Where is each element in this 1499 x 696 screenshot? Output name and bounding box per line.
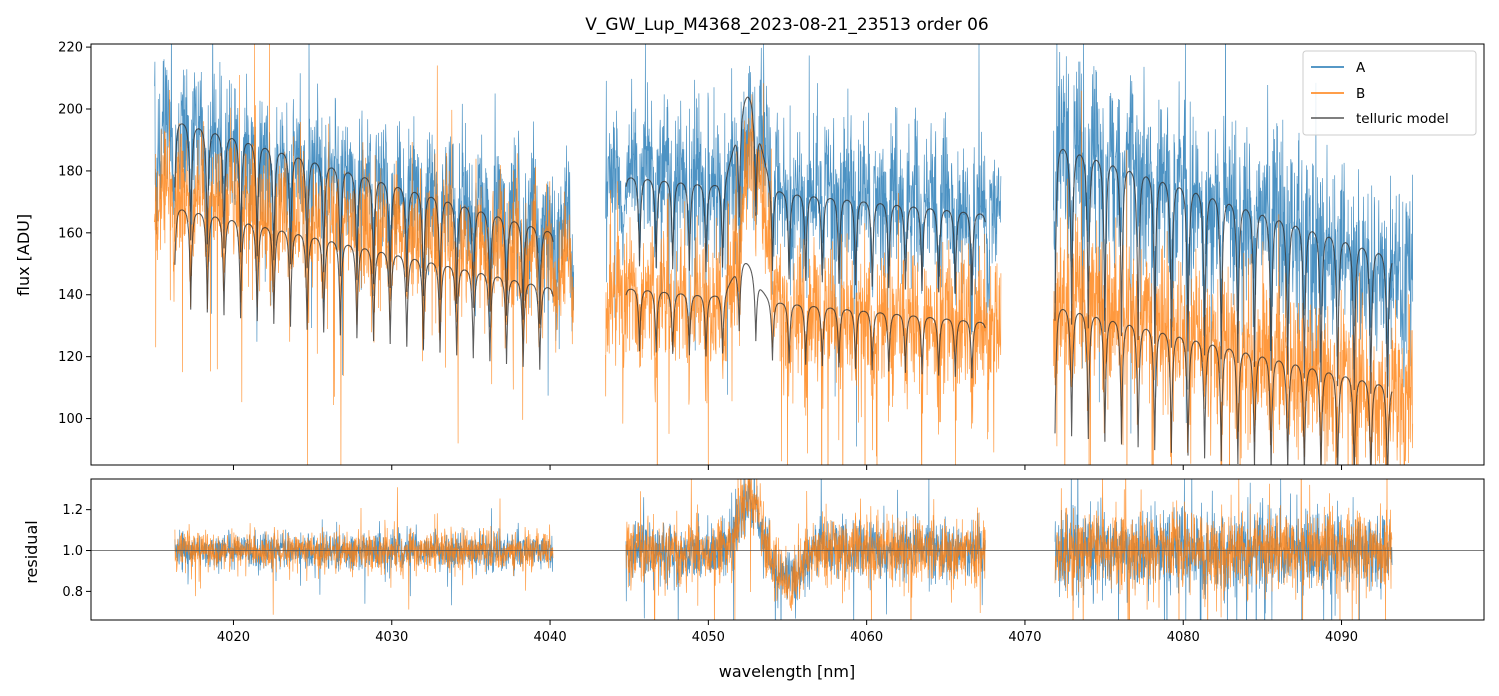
top-y-tick-label: 220: [58, 41, 83, 56]
bottom-y-axis-label: residual: [22, 520, 41, 583]
series-b-segment: [153, 44, 575, 465]
x-axis-label: wavelength [nm]: [719, 662, 856, 681]
bottom-x-tick-label: 4070: [1008, 630, 1041, 645]
top-y-tick-label: 160: [58, 226, 83, 241]
bottom-x-tick-label: 4050: [692, 630, 725, 645]
top-y-tick-label: 100: [58, 412, 83, 427]
telluric-model-segment: [625, 263, 986, 379]
series-a-segment: [605, 44, 1002, 447]
legend-box: [1302, 50, 1477, 136]
residual-a-segment: [625, 479, 986, 620]
residual-b-segment: [625, 479, 986, 620]
top-y-tick-label: 140: [58, 288, 83, 303]
chart-title: V_GW_Lup_M4368_2023-08-21_23513 order 06: [585, 15, 988, 35]
bottom-panel-frame: [90, 478, 1485, 621]
top-y-axis-label: flux [ADU]: [14, 214, 33, 296]
top-y-axis: 100 120 140 160 180 200 220: [58, 41, 91, 427]
residual-series-b: [174, 479, 1393, 620]
bottom-x-tick-label: 4060: [850, 630, 883, 645]
legend: A B telluric model: [1302, 50, 1477, 136]
telluric-model-line: [174, 96, 1393, 465]
top-y-tick-label: 180: [58, 164, 83, 179]
residual-b-segment: [1054, 479, 1393, 620]
telluric-model-segment: [174, 209, 554, 370]
top-y-tick-label: 200: [58, 103, 83, 118]
bottom-x-tick-label: 4090: [1325, 630, 1358, 645]
bottom-x-axis: 4020 4030 4040 4050 4060 4070 4080 4090: [217, 620, 1358, 645]
bottom-y-tick-label: 1.2: [62, 503, 83, 518]
bottom-x-tick-label: 4040: [534, 630, 567, 645]
bottom-y-tick-label: 1.0: [62, 544, 83, 559]
telluric-model-segment: [1054, 148, 1393, 398]
bottom-y-axis: 0.8 1.0 1.2: [62, 503, 91, 600]
top-x-axis: [232, 465, 1343, 470]
telluric-model-segment: [625, 96, 986, 296]
series-a-segment: [154, 44, 575, 396]
top-y-tick-label: 120: [58, 350, 83, 365]
legend-label-model: telluric model: [1356, 111, 1449, 127]
bottom-y-tick-label: 0.8: [62, 585, 83, 600]
legend-label-a: A: [1356, 60, 1366, 76]
bottom-x-tick-label: 4080: [1167, 630, 1200, 645]
top-panel-frame: [90, 43, 1485, 466]
residual-b-segment: [174, 487, 554, 615]
telluric-model-segment: [1054, 308, 1393, 465]
bottom-x-tick-label: 4020: [217, 630, 250, 645]
bottom-x-tick-label: 4030: [375, 630, 408, 645]
legend-label-b: B: [1356, 86, 1365, 102]
telluric-model-segment: [174, 123, 554, 324]
